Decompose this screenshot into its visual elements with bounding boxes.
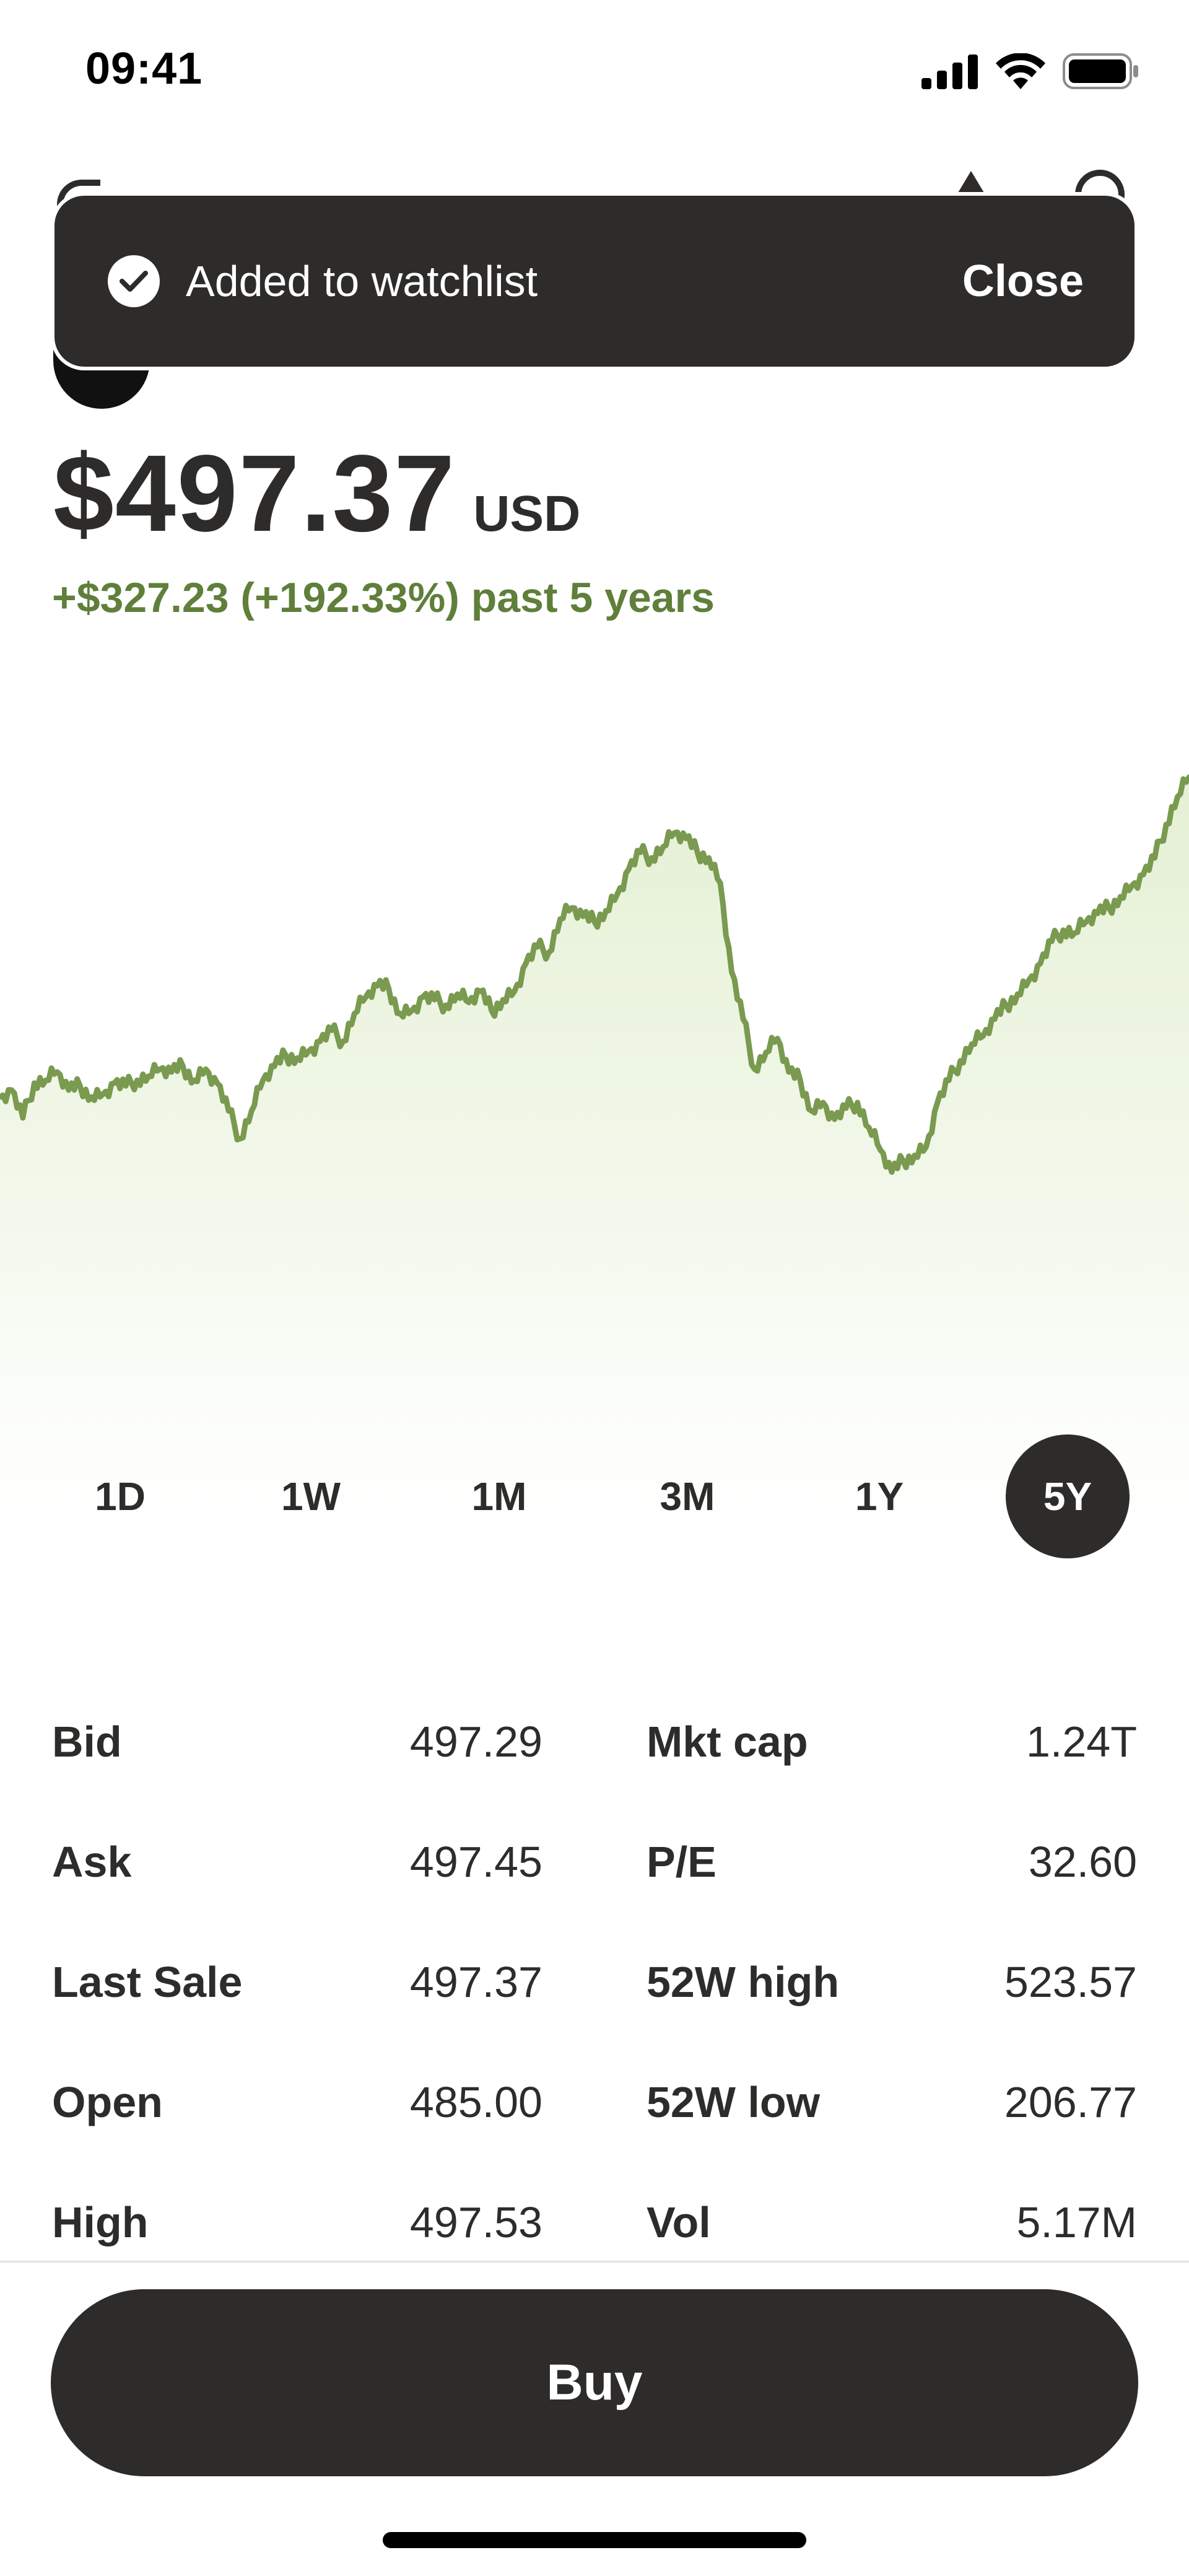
status-icons [921,53,1139,89]
stat-value: 523.57 [1004,1958,1137,2006]
stat-value: 206.77 [1004,2078,1137,2126]
stat-value: 497.37 [409,1958,542,2006]
status-time: 09:41 [85,44,203,94]
tab-range-1y[interactable]: 1Y [855,1474,904,1519]
stat-label: Mkt cap [647,1718,808,1766]
stat-row-mkt-cap: Mkt cap 1.24T [647,1717,1137,1837]
stat-value: 1.24T [1026,1718,1137,1766]
divider [0,2261,1189,2263]
stats-column-right: Mkt cap 1.24T P/E 32.60 52W high 523.57 52W lo… [647,1717,1137,2318]
wifi-icon [996,53,1045,89]
tab-range-1m[interactable]: 1M [471,1474,527,1519]
toast-message: Added to watchlist [186,257,538,305]
tab-range-1d[interactable]: 1D [95,1474,146,1519]
price-currency: USD [473,486,581,542]
stat-value: 32.60 [1028,1838,1137,1886]
price-change: +$327.23 (+192.33%) past 5 years [52,574,715,621]
stat-value: 485.00 [409,2078,542,2126]
price-row: $497.37 USD [53,431,580,556]
stat-label: Open [52,2078,163,2126]
stat-row-52w-high: 52W high 523.57 [647,1957,1137,2077]
stat-row-vol: Vol 5.17M [647,2198,1137,2318]
share-icon[interactable] [956,171,986,196]
stat-value: 497.45 [409,1838,542,1886]
stat-row-open: Open 485.00 [52,2077,542,2198]
tab-range-1w[interactable]: 1W [281,1474,341,1519]
stat-row-p-e: P/E 32.60 [647,1837,1137,1957]
stat-label: P/E [647,1838,716,1886]
battery-icon [1063,53,1138,89]
cellular-signal-icon [921,55,978,89]
stat-row-bid: Bid 497.29 [52,1717,542,1837]
tab-range-5y[interactable]: 5Y [1006,1434,1130,1558]
status-bar: 09:41 [0,0,1189,142]
stats-column-left: Bid 497.29 Ask 497.45 Last Sale 497.37 Open 485… [52,1717,542,2318]
stat-label: Ask [52,1838,132,1886]
home-indicator [383,2532,806,2548]
buy-button[interactable]: Buy [51,2289,1138,2476]
stat-row-high: High 497.53 [52,2198,542,2318]
price-chart[interactable] [0,718,1189,1610]
stat-label: Vol [647,2198,711,2246]
stock-price: $497.37 [53,433,456,554]
toast-close-button[interactable]: Close [962,256,1084,306]
stat-label: High [52,2198,149,2246]
stat-label: Bid [52,1718,122,1766]
stat-value: 497.53 [409,2198,542,2246]
stat-value: 497.29 [409,1718,542,1766]
stat-row-ask: Ask 497.45 [52,1837,542,1957]
price-chart-area [0,777,1189,1610]
stat-row-last-sale: Last Sale 497.37 [52,1957,542,2077]
price-chart-line [0,774,1189,1175]
time-range-tabs: 1D 1W 1M 3M 1Y 5Y [0,1434,1189,1558]
stat-row-52w-low: 52W low 206.77 [647,2077,1137,2198]
stat-label: Last Sale [52,1958,243,2006]
stat-label: 52W low [647,2078,821,2126]
tab-range-3m[interactable]: 3M [660,1474,715,1519]
stat-value: 5.17M [1016,2198,1137,2246]
stat-label: 52W high [647,1958,840,2006]
check-circle-icon [108,255,160,307]
toast-notification: Added to watchlist Close [54,196,1135,367]
